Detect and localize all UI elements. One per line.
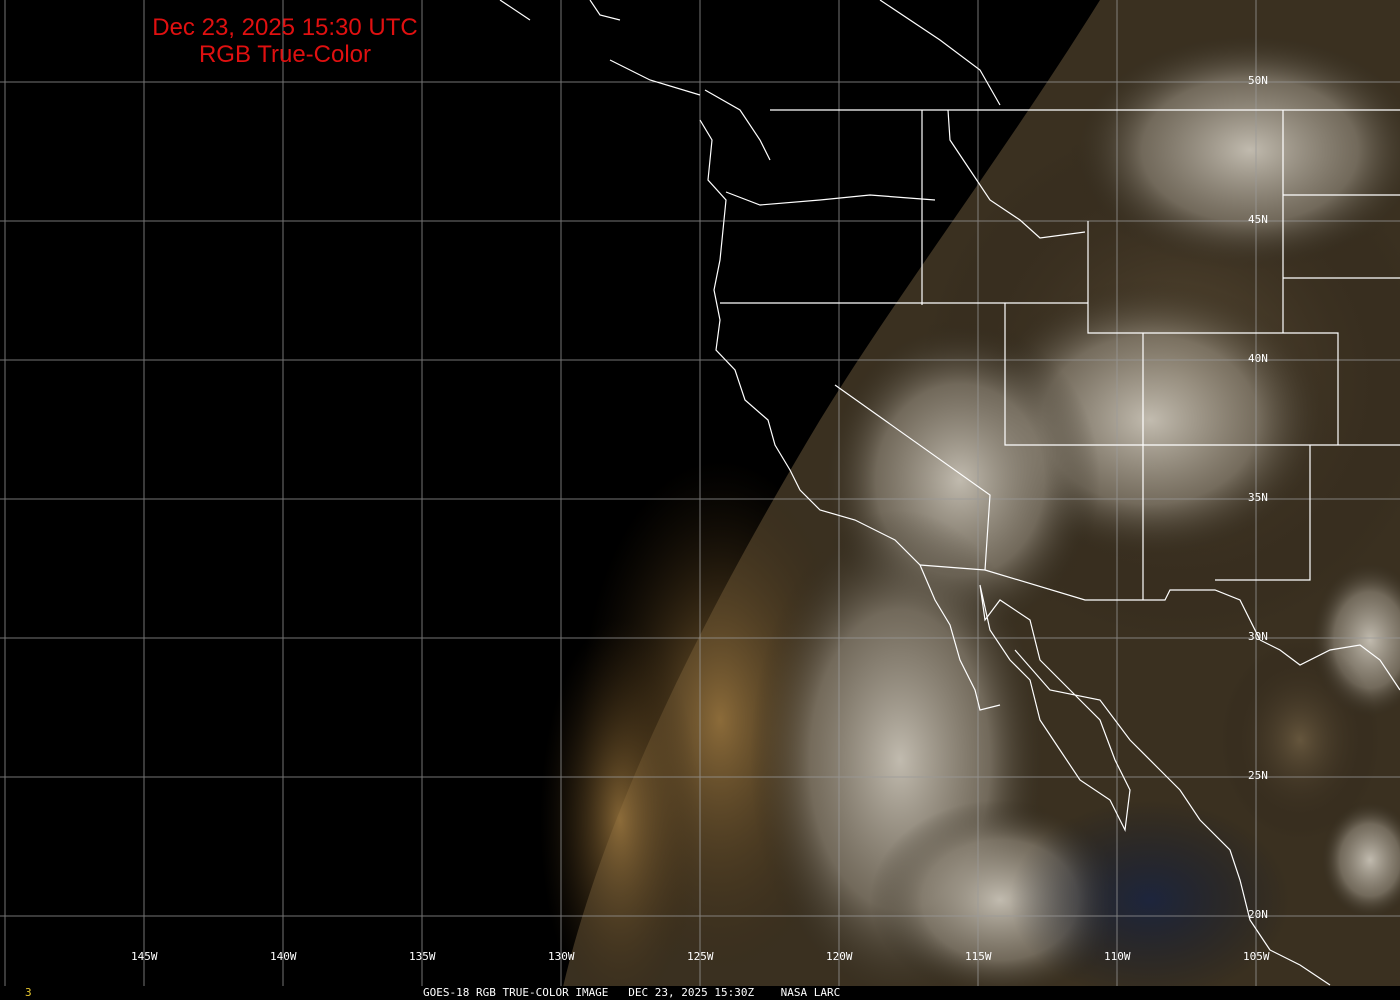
state-lines [720,110,1400,600]
footer-bar: 3 GOES-18 RGB TRUE-COLOR IMAGE DEC 23, 2… [0,986,1400,1000]
lat-label-35n: 35N [1248,491,1268,504]
baja-gulf-coast [979,584,1131,833]
frame-number: 3 [25,986,32,999]
lon-label-125w: 125W [687,950,714,963]
gulf-of-mexico-coast [1259,639,1400,691]
lon-label-140w: 140W [270,950,297,963]
puget-sound [609,59,771,161]
lon-label-145w: 145W [131,950,158,963]
lat-label-50n: 50N [1248,74,1268,87]
lat-label-20n: 20N [1248,908,1268,921]
mexico-mainland-coast [1014,649,1331,986]
lon-label-105w: 105W [1243,950,1270,963]
title-timestamp: Dec 23, 2025 15:30 UTC [152,14,418,41]
pacific-coastline [699,119,1001,711]
mexico-border [919,564,1261,641]
lon-label-135w: 135W [409,950,436,963]
washington-oregon [725,191,936,206]
idaho-border [921,109,1086,305]
bc-coast [499,0,1001,106]
lat-label-30n: 30N [1248,630,1268,643]
lon-label-120w: 120W [826,950,853,963]
footer-caption: GOES-18 RGB TRUE-COLOR IMAGE DEC 23, 202… [423,986,841,999]
lon-label-130w: 130W [548,950,575,963]
lon-label-115w: 115W [965,950,992,963]
title-product: RGB True-Color [198,41,372,68]
image-title: Dec 23, 2025 15:30 UTC RGB True-Color [150,14,420,68]
lat-label-25n: 25N [1248,769,1268,782]
lat-label-45n: 45N [1248,213,1268,226]
lat-label-40n: 40N [1248,352,1268,365]
coastlines-and-borders [499,0,1400,986]
lon-label-110w: 110W [1104,950,1131,963]
